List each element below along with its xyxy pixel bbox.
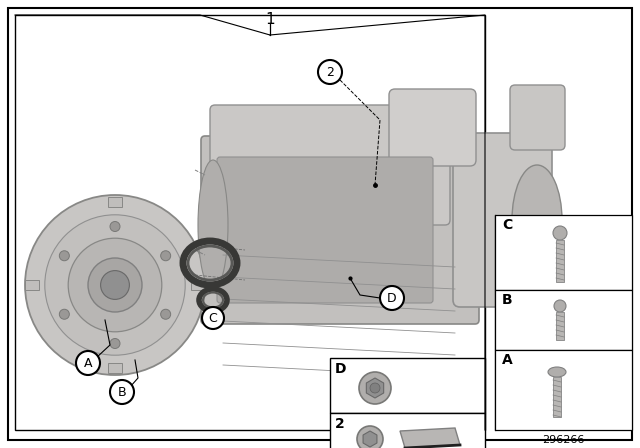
Circle shape xyxy=(45,215,185,355)
Circle shape xyxy=(25,195,205,375)
Circle shape xyxy=(202,307,224,329)
Ellipse shape xyxy=(198,160,228,290)
Bar xyxy=(556,312,564,340)
Circle shape xyxy=(318,60,342,84)
Bar xyxy=(553,377,561,417)
Circle shape xyxy=(380,286,404,310)
Text: C: C xyxy=(209,311,218,324)
Bar xyxy=(15,15,485,430)
Circle shape xyxy=(110,380,134,404)
Text: 296266: 296266 xyxy=(542,435,584,445)
Bar xyxy=(556,240,564,282)
Circle shape xyxy=(370,383,380,393)
FancyBboxPatch shape xyxy=(201,136,479,324)
FancyBboxPatch shape xyxy=(453,133,552,307)
FancyBboxPatch shape xyxy=(217,157,433,303)
Text: B: B xyxy=(118,385,126,399)
Text: 2: 2 xyxy=(326,65,334,78)
Ellipse shape xyxy=(548,367,566,377)
FancyBboxPatch shape xyxy=(510,85,565,150)
Text: D: D xyxy=(387,292,397,305)
Circle shape xyxy=(110,339,120,349)
Circle shape xyxy=(110,221,120,232)
Bar xyxy=(330,413,485,448)
Bar xyxy=(25,280,39,290)
Circle shape xyxy=(68,238,162,332)
Circle shape xyxy=(60,251,69,261)
Bar xyxy=(108,197,122,207)
FancyBboxPatch shape xyxy=(210,105,450,225)
Text: A: A xyxy=(502,353,513,367)
Bar xyxy=(330,358,485,413)
Bar xyxy=(191,280,205,290)
Circle shape xyxy=(161,309,171,319)
Circle shape xyxy=(88,258,142,312)
Text: 2: 2 xyxy=(335,417,345,431)
Text: C: C xyxy=(502,218,512,232)
Bar xyxy=(108,363,122,373)
Polygon shape xyxy=(366,378,383,398)
Circle shape xyxy=(161,251,171,261)
Polygon shape xyxy=(363,431,377,447)
Circle shape xyxy=(554,300,566,312)
Bar xyxy=(495,215,632,290)
Ellipse shape xyxy=(512,165,562,275)
Text: 1: 1 xyxy=(265,12,275,26)
Circle shape xyxy=(357,426,383,448)
Bar xyxy=(495,290,632,350)
Bar xyxy=(495,350,632,430)
Text: D: D xyxy=(335,362,346,376)
Circle shape xyxy=(100,271,129,299)
Text: B: B xyxy=(502,293,513,307)
Text: A: A xyxy=(84,357,92,370)
Polygon shape xyxy=(400,428,460,448)
Circle shape xyxy=(359,372,391,404)
Circle shape xyxy=(60,309,69,319)
Circle shape xyxy=(553,226,567,240)
Circle shape xyxy=(76,351,100,375)
FancyBboxPatch shape xyxy=(389,89,476,166)
